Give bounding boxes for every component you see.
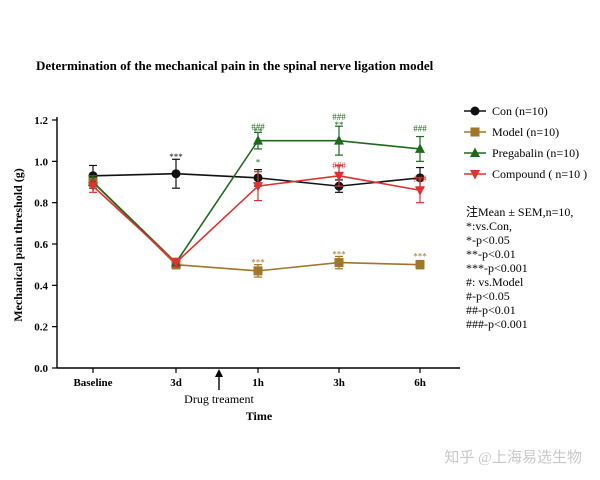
x-tick-label: 6h	[414, 377, 426, 389]
chart-title: Determination of the mechanical pain in …	[36, 58, 434, 73]
data-point	[88, 182, 98, 192]
legend-label: Compound ( n=10 )	[492, 167, 587, 181]
data-point	[171, 258, 181, 269]
y-axis-title: Mechanical pain threshold (g)	[11, 168, 25, 321]
legend-marker	[470, 147, 480, 157]
axes: 0.0 0.2 0.4 0.6 0.8 1.0 1.2 Baseline 3d 1h 3h 6h	[34, 115, 460, 390]
note-line: ###-p<0.001	[466, 317, 528, 331]
watermark: 知乎 @上海易选生物	[444, 449, 582, 466]
statistics-notes: 注Mean ± SEM,n=10,*:vs.Con,*-p<0.05**-p<0…	[466, 204, 573, 331]
x-tick-label: 3d	[170, 377, 182, 389]
significance-label: ###	[251, 122, 265, 132]
legend-marker	[470, 127, 480, 137]
x-tick-label: 3h	[333, 377, 345, 389]
significance-annotations: ***###***###**#########****** ***	[169, 112, 427, 268]
significance-label: ***	[251, 258, 265, 268]
series-triangle-up	[88, 125, 425, 268]
y-tick-label: 1.2	[34, 115, 48, 127]
significance-label: ###	[332, 160, 346, 170]
y-tick-label: 0.0	[34, 363, 48, 375]
significance-label: **	[254, 126, 264, 136]
x-axis-title: Time	[246, 409, 273, 423]
legend-marker	[470, 106, 480, 116]
significance-label: **	[335, 120, 345, 130]
significance-label: *	[256, 157, 261, 167]
legend: Con (n=10) Model (n=10) Pregabalin (n=10) C…	[464, 104, 587, 181]
data-point	[253, 135, 263, 145]
drug-arrow-head	[215, 369, 223, 377]
x-tick-label: Baseline	[73, 377, 112, 389]
series-line	[92, 174, 421, 264]
significance-label: ***	[169, 152, 183, 162]
data-point	[253, 182, 263, 192]
y-tick-label: 0.6	[34, 239, 48, 251]
legend-marker	[470, 170, 480, 180]
y-tick-label: 0.8	[34, 198, 48, 210]
y-tick-label: 0.4	[34, 280, 48, 292]
data-point	[253, 266, 263, 276]
note-line: *-p<0.05	[466, 233, 510, 247]
note-line: 注Mean ± SEM,n=10,	[466, 204, 573, 219]
legend-label: Model (n=10)	[492, 125, 559, 139]
data-point	[415, 260, 425, 270]
data-point	[334, 258, 344, 268]
y-tick-label: 1.0	[34, 156, 48, 168]
significance-label: ###	[413, 123, 427, 133]
significance-label: ***	[332, 249, 346, 259]
note-line: #: vs.Model	[466, 275, 524, 289]
y-tick-label: 0.2	[34, 322, 48, 334]
data-point	[334, 171, 344, 182]
x-tick-label: 1h	[252, 377, 264, 389]
drug-treatment-label: Drug treament	[184, 392, 254, 406]
note-line: #-p<0.05	[466, 289, 510, 303]
series-layer	[88, 125, 425, 278]
significance-label: ###	[332, 112, 346, 122]
legend-label: Pregabalin (n=10)	[492, 146, 579, 160]
note-line: *:vs.Con,	[466, 219, 512, 233]
legend-label: Con (n=10)	[492, 104, 548, 118]
note-line: **-p<0.01	[466, 247, 516, 261]
significance-label: ###	[413, 174, 427, 184]
data-point	[334, 135, 344, 145]
note-line: ***-p<0.001	[466, 261, 528, 275]
series-triangle-down	[88, 164, 425, 269]
significance-label: ***	[413, 251, 427, 261]
data-point	[171, 169, 181, 179]
note-line: ##-p<0.01	[466, 303, 516, 317]
data-point	[415, 143, 425, 153]
data-point	[415, 186, 425, 196]
